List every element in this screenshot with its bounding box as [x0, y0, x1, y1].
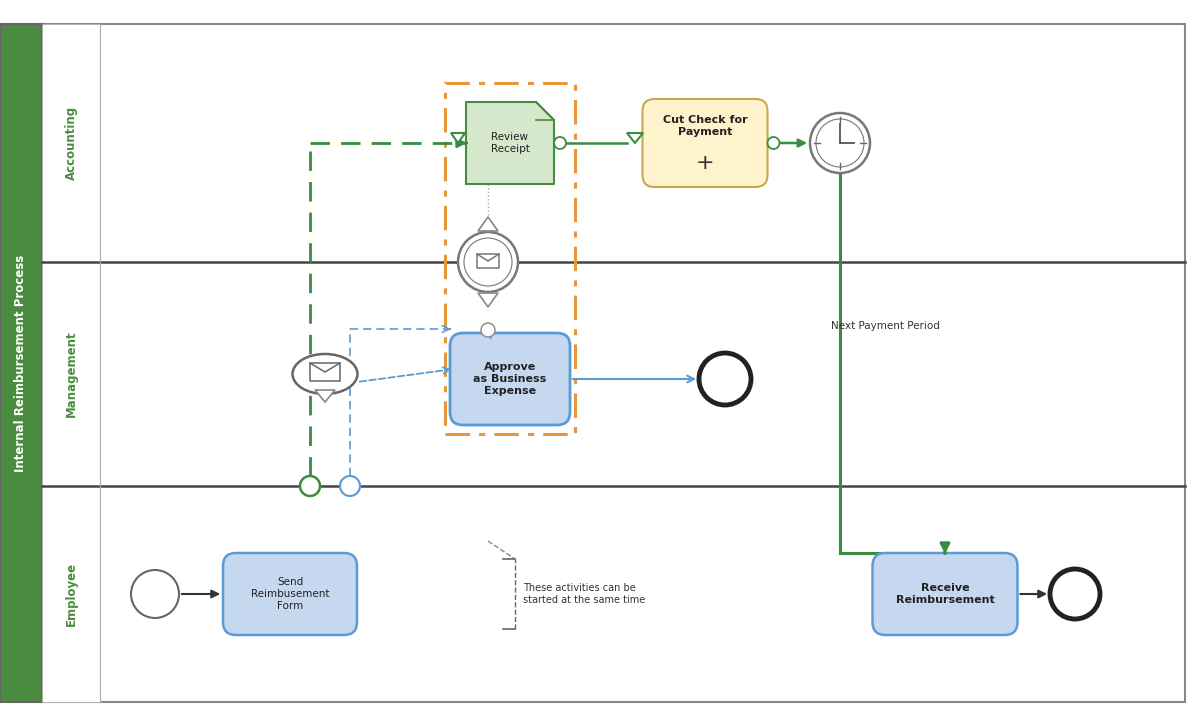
Circle shape — [816, 119, 864, 167]
Circle shape — [131, 570, 179, 618]
Text: Management: Management — [65, 331, 78, 417]
Text: Send
Reimbusement
Form: Send Reimbusement Form — [251, 578, 329, 610]
Circle shape — [458, 232, 518, 292]
Bar — [42, 486, 100, 702]
Polygon shape — [478, 293, 498, 307]
Text: Internal Reimbursement Process: Internal Reimbursement Process — [14, 254, 28, 471]
Polygon shape — [314, 390, 335, 402]
Bar — [476, 254, 499, 268]
Bar — [0, 24, 42, 702]
Text: Approve
as Business
Expense: Approve as Business Expense — [473, 363, 547, 395]
Text: These activities can be
started at the same time: These activities can be started at the s… — [523, 584, 646, 605]
Circle shape — [300, 476, 320, 496]
Text: Employee: Employee — [65, 562, 78, 626]
Circle shape — [810, 113, 870, 173]
Text: Accounting: Accounting — [65, 106, 78, 180]
FancyBboxPatch shape — [450, 333, 570, 425]
Text: Receive
Reimbursement: Receive Reimbursement — [895, 584, 995, 605]
Polygon shape — [628, 133, 643, 143]
FancyBboxPatch shape — [642, 99, 768, 187]
Circle shape — [1050, 569, 1100, 619]
Circle shape — [768, 137, 780, 149]
Text: Cut Check for
Payment: Cut Check for Payment — [662, 115, 748, 137]
Text: Next Payment Period: Next Payment Period — [830, 321, 940, 331]
Circle shape — [554, 137, 566, 149]
Ellipse shape — [293, 354, 358, 394]
Circle shape — [464, 238, 512, 286]
Polygon shape — [466, 102, 554, 184]
FancyBboxPatch shape — [223, 553, 358, 635]
Circle shape — [698, 353, 751, 405]
Bar — [42, 262, 100, 486]
Bar — [445, 83, 575, 434]
Bar — [310, 363, 340, 381]
Text: +: + — [696, 153, 714, 173]
FancyBboxPatch shape — [872, 553, 1018, 635]
Circle shape — [481, 323, 496, 337]
Circle shape — [340, 476, 360, 496]
Text: Review
Receipt: Review Receipt — [491, 132, 529, 153]
Bar — [42, 24, 100, 262]
Polygon shape — [451, 133, 466, 143]
Polygon shape — [478, 217, 498, 231]
